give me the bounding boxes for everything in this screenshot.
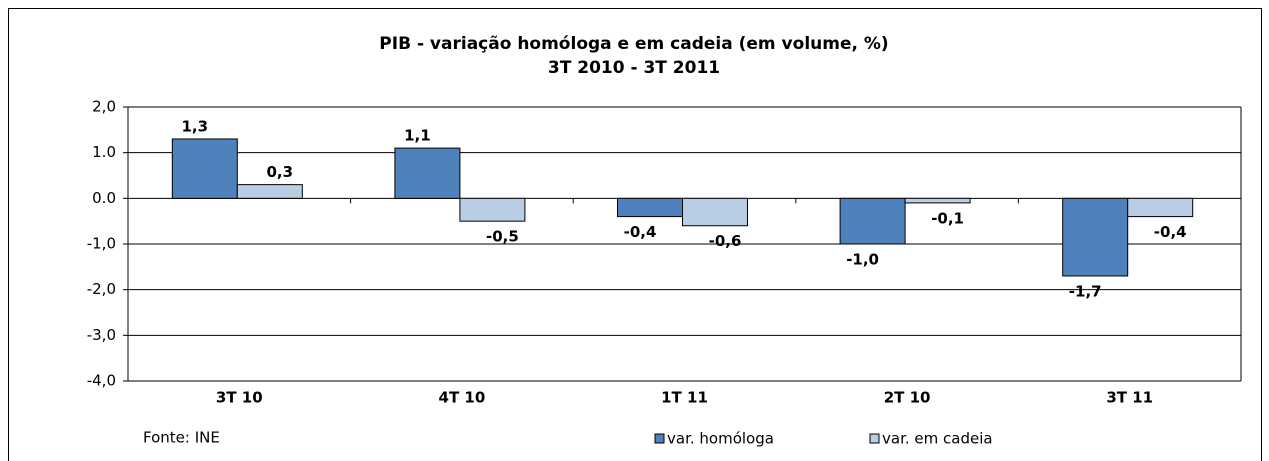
x-tick-label: 1T 11 — [661, 389, 708, 407]
y-tick-label: -2,0 — [87, 280, 116, 298]
bar — [236, 184, 303, 199]
data-label: -0,5 — [486, 228, 519, 246]
x-tick-label: 3T 11 — [1106, 389, 1153, 407]
data-label: -1,7 — [1069, 282, 1102, 300]
y-tick-label: -3,0 — [87, 326, 116, 344]
data-label: 0,3 — [267, 163, 294, 181]
x-tick-label: 2T 10 — [884, 389, 931, 407]
data-label: -0,6 — [709, 232, 742, 250]
x-tick-label: 4T 10 — [439, 389, 486, 407]
bar — [1127, 197, 1194, 218]
bar — [617, 197, 683, 218]
source-note: Fonte: INE — [143, 429, 220, 447]
y-tick-label: 0.0 — [92, 189, 116, 207]
data-label: -0,4 — [624, 223, 657, 241]
data-label: 1,1 — [404, 127, 431, 145]
data-label: -0,1 — [931, 209, 964, 227]
y-tick-label: -4,0 — [87, 372, 116, 390]
data-label: 1,3 — [182, 117, 209, 135]
legend-label: var. homóloga — [667, 430, 774, 448]
x-tick-label: 3T 10 — [216, 389, 263, 407]
y-tick-label: 2,0 — [92, 98, 116, 116]
bar — [1062, 197, 1129, 277]
data-label: -1,0 — [846, 251, 879, 269]
legend-swatch — [869, 433, 880, 444]
legend-swatch — [654, 433, 665, 444]
chart-subtitle: 3T 2010 - 3T 2011 — [548, 58, 720, 78]
data-label: -0,4 — [1154, 223, 1187, 241]
bar — [839, 197, 906, 245]
legend-label: var. em cadeia — [882, 430, 993, 448]
bar — [459, 197, 526, 222]
bar — [904, 197, 971, 204]
y-tick-label: -1,0 — [87, 235, 116, 253]
bar — [171, 138, 238, 199]
chart-title: PIB - variação homóloga e em cadeia (em … — [379, 34, 888, 54]
bar — [682, 197, 748, 227]
y-tick-label: 1.0 — [92, 143, 116, 161]
bar — [394, 147, 461, 199]
chart-border — [8, 8, 1262, 461]
